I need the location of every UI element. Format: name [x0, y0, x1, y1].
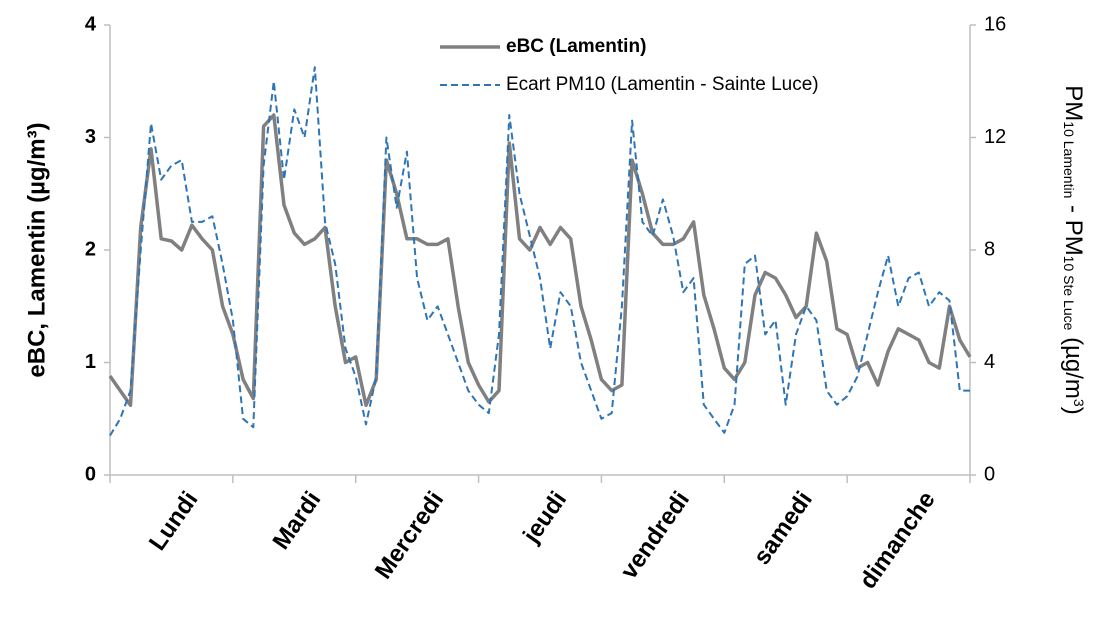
- y2-title-part: 10 Lamentin: [1061, 121, 1077, 198]
- y2-tick-label: 8: [984, 238, 995, 260]
- y2-tick-label: 16: [984, 13, 1006, 35]
- series-line: [108, 113, 972, 408]
- x-tick-label: samedi: [748, 487, 818, 570]
- y-tick-label: 1: [85, 351, 96, 373]
- y2-tick-label: 12: [984, 126, 1006, 148]
- x-tick-label: Mercredi: [370, 487, 450, 584]
- y2-title-part: (µg/m: [1060, 330, 1087, 399]
- y-tick-label: 3: [85, 126, 96, 148]
- y2-title-part: ): [1060, 407, 1087, 415]
- y2-tick-label: 0: [984, 463, 995, 485]
- x-tick-label: dimanche: [854, 487, 940, 594]
- y2-axis-title: PM10 Lamentin - PM10 Ste Luce (µg/m3): [1060, 85, 1087, 414]
- y-axis-title: eBC, Lamentin (µg/m³): [23, 122, 50, 377]
- y2-title-part: 3: [1071, 399, 1087, 407]
- x-tick-label: Lundi: [144, 487, 204, 556]
- y2-title-part: PM: [1060, 85, 1087, 121]
- y-tick-label: 0: [85, 463, 96, 485]
- legend-label: eBC (Lamentin): [506, 36, 646, 57]
- y-tick-label: 4: [85, 13, 97, 35]
- x-tick-label: jeudi: [517, 487, 572, 549]
- y2-tick-label: 4: [984, 351, 995, 373]
- x-tick-label: Mardi: [268, 487, 327, 555]
- y-tick-label: 2: [85, 238, 96, 260]
- y2-title-part: 10 Ste Luce: [1061, 256, 1077, 331]
- y2-title-part: - PM: [1060, 198, 1087, 255]
- x-tick-label: vendredi: [615, 487, 694, 584]
- series-line: [109, 66, 970, 437]
- legend-label: Ecart PM10 (Lamentin - Sainte Luce): [506, 74, 819, 95]
